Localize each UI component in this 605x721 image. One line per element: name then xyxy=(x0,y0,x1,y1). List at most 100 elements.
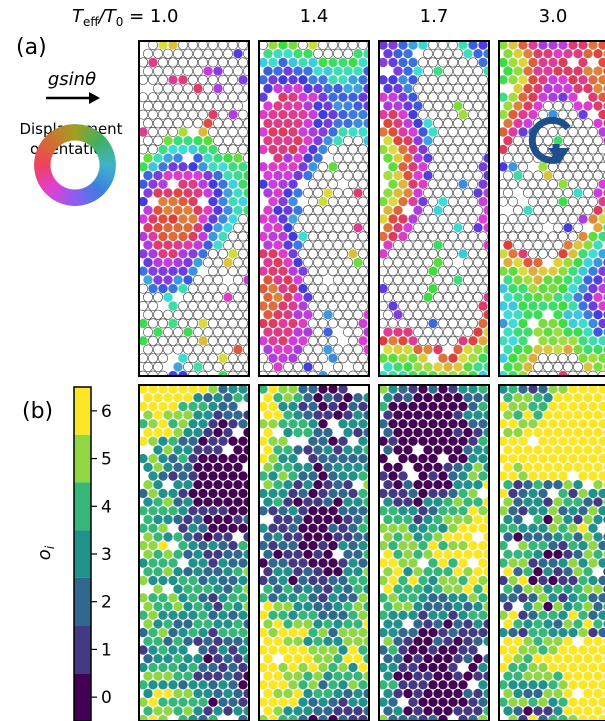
particle xyxy=(178,714,188,721)
particle xyxy=(408,697,418,707)
particle xyxy=(293,549,303,559)
particle xyxy=(418,645,428,655)
particle xyxy=(148,471,158,481)
particle xyxy=(403,514,413,525)
particle xyxy=(343,567,353,577)
particle xyxy=(298,144,308,155)
particle xyxy=(288,593,298,603)
particle xyxy=(567,144,578,155)
particle xyxy=(563,532,573,542)
particle xyxy=(223,688,233,699)
particle xyxy=(213,619,223,629)
particle xyxy=(283,344,293,355)
particle xyxy=(518,401,528,412)
particle xyxy=(218,697,228,707)
particle xyxy=(233,153,243,163)
particle xyxy=(533,497,543,507)
particle xyxy=(198,593,208,603)
particle xyxy=(398,488,408,499)
particle xyxy=(422,222,433,233)
particle xyxy=(223,601,233,612)
particle xyxy=(473,223,483,233)
particle xyxy=(533,101,543,111)
particle xyxy=(477,74,488,85)
particle xyxy=(379,593,388,603)
particle xyxy=(218,57,229,68)
particle xyxy=(327,231,338,242)
particle xyxy=(567,353,578,364)
particle xyxy=(183,118,194,129)
particle xyxy=(513,497,523,507)
particle xyxy=(433,205,443,215)
particle xyxy=(208,335,219,346)
particle xyxy=(499,249,508,259)
particle xyxy=(428,680,438,690)
particle xyxy=(573,480,583,490)
particle xyxy=(168,488,178,499)
particle xyxy=(218,231,228,242)
particle xyxy=(523,327,533,337)
particle xyxy=(198,300,209,311)
particle xyxy=(398,714,408,721)
particle xyxy=(558,266,568,276)
particle xyxy=(188,662,198,673)
particle xyxy=(328,75,338,85)
particle xyxy=(342,205,353,216)
particle xyxy=(428,41,438,50)
particle xyxy=(307,179,318,190)
particle xyxy=(259,109,268,120)
particle xyxy=(153,462,163,472)
particle xyxy=(268,385,278,394)
particle xyxy=(273,688,283,699)
particle xyxy=(148,179,158,189)
particle xyxy=(303,445,313,455)
particle xyxy=(598,645,605,655)
particle xyxy=(168,610,178,620)
particle xyxy=(278,385,288,394)
particle xyxy=(467,179,478,190)
particle xyxy=(163,275,173,285)
particle xyxy=(483,636,489,646)
particle xyxy=(278,231,288,242)
particle xyxy=(507,179,518,190)
particle xyxy=(183,497,193,507)
particle xyxy=(178,196,188,207)
particle xyxy=(238,419,248,429)
particle xyxy=(283,118,293,128)
particle xyxy=(448,540,458,551)
particle xyxy=(578,453,588,464)
particle xyxy=(363,66,369,76)
particle xyxy=(467,57,478,68)
particle xyxy=(223,410,233,420)
particle xyxy=(158,249,168,259)
particle xyxy=(213,257,224,268)
particle xyxy=(403,101,413,111)
particle xyxy=(298,593,308,603)
particle xyxy=(457,283,468,294)
particle xyxy=(193,410,203,420)
particle xyxy=(148,540,158,551)
particle xyxy=(443,636,453,646)
particle xyxy=(463,480,473,490)
particle xyxy=(379,523,388,533)
particle xyxy=(383,136,393,146)
particle xyxy=(312,344,323,355)
particle xyxy=(308,436,318,446)
particle xyxy=(328,401,338,412)
particle xyxy=(193,549,203,559)
particle xyxy=(578,57,588,68)
particle xyxy=(568,436,578,446)
particle xyxy=(363,584,369,594)
particle xyxy=(588,697,598,707)
particle xyxy=(577,179,588,190)
particle xyxy=(588,540,598,551)
particle-panel xyxy=(499,385,605,721)
particle xyxy=(178,385,188,394)
particle xyxy=(438,697,448,707)
particle xyxy=(193,327,204,338)
particle xyxy=(472,66,483,77)
particle xyxy=(223,205,233,215)
particle xyxy=(139,593,148,603)
particle xyxy=(148,144,159,155)
panel-frame xyxy=(498,40,605,377)
